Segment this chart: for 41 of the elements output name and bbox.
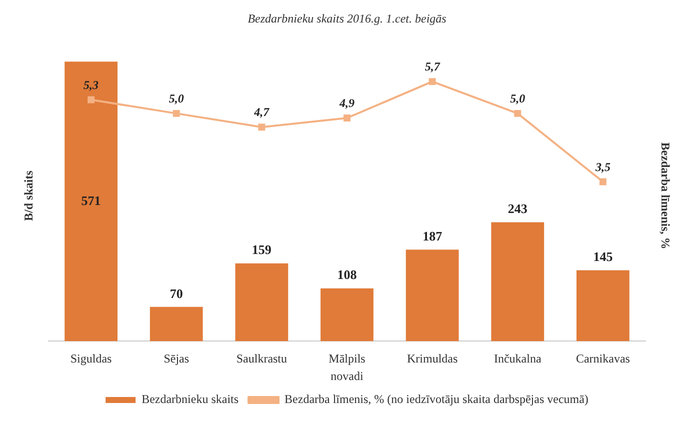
data-label: 145	[593, 249, 614, 264]
bar	[150, 306, 203, 342]
data-label: 5,7	[424, 60, 441, 74]
data-label: 4,9	[338, 96, 354, 110]
data-label: 108	[337, 267, 358, 282]
data-label: 159	[252, 242, 272, 258]
y-axis-title: B/d skaits	[21, 170, 36, 221]
bar	[64, 62, 118, 342]
y2-axis-title: Bezdarba līmenis, %	[658, 142, 673, 250]
bar	[406, 250, 459, 342]
chart-title: Bezdarbnieku skaits 2016.g. 1.cet. beigās	[248, 11, 447, 26]
point	[514, 110, 522, 117]
x-tick-label: Siguldas	[70, 352, 112, 366]
legend-label: Bezdarba līmenis, % (no iedzīvotāju skaita darbspējas vecumā)	[284, 392, 588, 406]
point	[88, 96, 95, 104]
point	[599, 178, 606, 186]
x-tick-label: Krimuldas	[406, 352, 458, 366]
data-label: 5,3	[84, 78, 99, 92]
x-tick-label: Saulkrastu	[236, 352, 288, 366]
data-label: 571	[81, 192, 101, 208]
data-label: 187	[422, 228, 443, 244]
bar	[491, 222, 544, 342]
x-tick-label: Mālpils	[328, 352, 366, 366]
x-tick-label: Carnikavas	[576, 352, 630, 366]
bar	[320, 288, 374, 342]
data-label: 70	[170, 286, 183, 301]
data-label: 5,0	[168, 92, 184, 106]
data-label: 4,7	[253, 105, 270, 120]
data-label: 5,0	[510, 92, 526, 106]
data-label: 243	[508, 201, 528, 216]
x-tick-label: Sējas	[164, 352, 190, 366]
legend-label: Bezdarbnieku skaits	[142, 392, 239, 406]
bar	[576, 270, 630, 342]
point	[344, 114, 350, 122]
x-axis-title: novadi	[330, 368, 364, 383]
bar	[235, 263, 288, 342]
point	[258, 124, 266, 131]
data-label: 3,5	[594, 160, 610, 174]
point	[172, 110, 180, 117]
point	[428, 78, 436, 86]
x-tick-label: Inčukalna	[494, 352, 542, 366]
